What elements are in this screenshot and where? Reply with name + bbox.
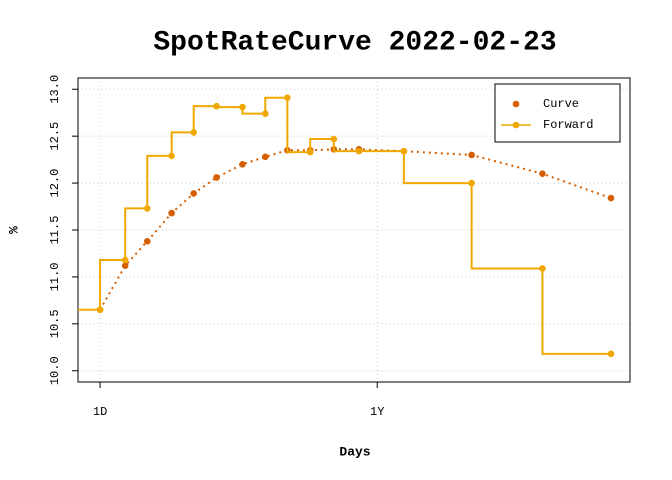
point bbox=[168, 152, 175, 160]
legend-marker bbox=[512, 121, 520, 129]
point bbox=[190, 190, 198, 197]
x-axis-label: Days bbox=[339, 444, 370, 459]
point bbox=[355, 147, 363, 155]
point bbox=[239, 103, 246, 111]
point bbox=[330, 135, 338, 143]
point bbox=[284, 94, 291, 102]
x-tick-label: 1Y bbox=[370, 405, 384, 419]
point bbox=[168, 209, 175, 217]
legend-marker bbox=[512, 100, 520, 108]
point bbox=[306, 148, 314, 156]
y-tick-label: 10.5 bbox=[48, 309, 62, 338]
point bbox=[261, 110, 269, 117]
point bbox=[607, 350, 615, 358]
y-tick-label: 12.5 bbox=[48, 122, 62, 151]
y-tick-label: 10.0 bbox=[48, 356, 62, 385]
y-tick-label: 11.5 bbox=[48, 216, 62, 245]
legend-label: Forward bbox=[543, 118, 593, 132]
point bbox=[539, 265, 546, 272]
point bbox=[121, 262, 129, 269]
point bbox=[213, 174, 220, 181]
point bbox=[143, 237, 151, 245]
legend-label: Curve bbox=[543, 97, 579, 111]
y-axis-label: % bbox=[6, 226, 21, 234]
chart-title: SpotRateCurve 2022-02-23 bbox=[153, 27, 556, 58]
y-tick-label: 13.0 bbox=[48, 75, 62, 104]
y-tick-label: 12.0 bbox=[48, 169, 62, 198]
point bbox=[121, 256, 129, 264]
point bbox=[239, 161, 246, 168]
point bbox=[539, 170, 546, 178]
point bbox=[96, 306, 104, 314]
curve-line bbox=[99, 148, 612, 311]
point bbox=[261, 153, 269, 161]
y-tick-label: 11.0 bbox=[48, 263, 62, 292]
point bbox=[607, 194, 615, 202]
plot-frame bbox=[77, 77, 631, 383]
point bbox=[143, 205, 151, 212]
point bbox=[468, 179, 475, 187]
legend-box bbox=[494, 83, 621, 143]
point bbox=[213, 102, 220, 110]
point bbox=[400, 147, 408, 155]
point bbox=[190, 129, 198, 136]
x-tick-label: 1D bbox=[93, 405, 107, 419]
point bbox=[468, 151, 475, 159]
